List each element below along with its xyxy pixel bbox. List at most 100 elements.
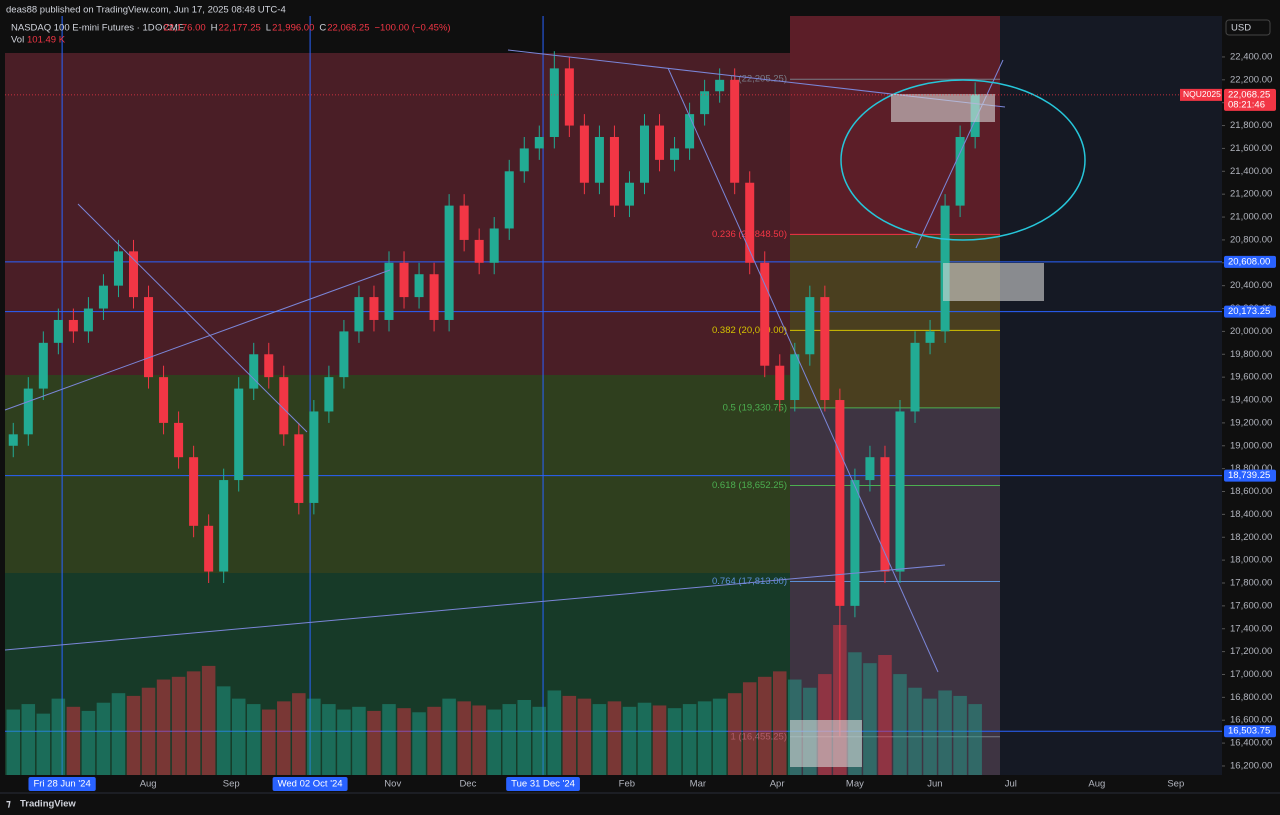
volume-bar [141,687,156,775]
fib-label: 0.382 (20,009.00) [712,325,787,336]
candle-body [459,205,469,240]
level-badge [1224,255,1276,268]
candle-body [865,457,875,481]
trendline [77,203,308,433]
y-tick-label: 19,400.00 [1230,395,1272,406]
footer-logo: ⁊ [6,799,11,810]
volume-bar [607,701,622,775]
volume-bar [36,713,51,775]
level-badge [1224,725,1276,738]
x-tick-label: Fri 28 Jun '24 [33,779,90,790]
highlight-ellipse [840,79,1086,241]
fib-label: 0.618 (18,652.25) [712,480,787,491]
volume-bar [277,701,291,775]
candle-body [775,365,785,401]
candle-body [249,354,259,389]
candle-body [68,319,78,332]
candle-body [549,68,559,137]
volume-bar [322,704,336,775]
candle-body [189,457,199,526]
level-label: 20,173.25 [1228,306,1270,317]
zone-red [5,53,790,375]
volume-bar [6,709,21,775]
candle-body [219,480,229,572]
volume-bar [111,693,126,775]
candle-body [534,136,544,149]
volume-bar [863,663,877,775]
volume-bar [742,682,757,775]
zone-green [5,573,790,775]
fib-label: 0.764 (17,813.00) [712,576,787,587]
volume-bar [712,698,727,775]
candle-body [339,331,349,378]
candle-body [594,136,604,183]
candle-body [354,297,364,332]
candle-body [925,331,935,343]
candle-body [294,434,304,503]
volume-bar [893,674,907,775]
x-tick-label: Sep [1167,779,1184,790]
candle-body [414,274,424,298]
ohlc: O 22,176.00 H 22,177.25 L 21,996.00 C 22,068.25… [155,23,451,34]
candle-body [760,262,770,366]
volume-bar [592,704,607,775]
x-tick-badge [28,777,96,791]
volume-bar [442,698,456,775]
volume-bar [81,710,96,775]
candle-body [53,319,63,343]
y-tick-label: 19,600.00 [1230,372,1272,383]
volume-bar [21,704,36,775]
volume-bar [487,709,501,775]
ohlc-value: 22,177.25 [219,23,261,34]
volume-bar [186,671,201,775]
y-tick-label: 18,600.00 [1230,486,1272,497]
candle-body [23,388,33,435]
currency: USD [1231,23,1251,34]
candle-body [715,79,725,92]
x-tick-label: Dec [459,779,476,790]
x-tick-label: Wed 02 Oct '24 [278,779,343,790]
volume-bar [757,676,772,775]
y-tick-label: 19,200.00 [1230,417,1272,428]
volume-bar [472,705,486,775]
candle-body [955,136,965,206]
trendline [4,564,946,651]
candle-body [399,262,409,298]
volume-bar [66,706,81,775]
candle-body [805,297,815,355]
x-tick-label: Feb [619,779,635,790]
candle-body [910,342,920,412]
candle-body [204,525,214,572]
volume-bar [262,709,276,775]
y-axis-bg [1222,16,1280,775]
candle-body [639,125,650,183]
volume-bar [577,698,592,775]
y-tick-label: 21,400.00 [1230,166,1272,177]
volume-bar [953,695,967,775]
candle-body [444,205,454,320]
ohlc-key: O [155,23,162,34]
volume-bar [667,708,682,775]
volume-bar [502,704,516,775]
candle-body [384,262,394,320]
ohlc-key: L [266,23,271,34]
volume-bar [923,698,937,775]
y-tick-label: 18,800.00 [1230,463,1272,474]
volume-bar [201,665,216,775]
volume-bar [96,702,111,775]
candle-body [489,228,499,263]
x-tick-label: Aug [140,779,157,790]
y-tick-label: 17,200.00 [1230,646,1272,657]
volume-key: Vol [11,35,24,46]
volume-bar [517,700,532,775]
x-tick-label: May [846,779,864,790]
volume-bar [637,702,652,775]
candle-body [174,422,184,458]
volume-bar [171,676,186,775]
volume-bar [126,695,141,775]
zone-box [943,263,1044,301]
y-tick-label: 17,800.00 [1230,578,1272,589]
